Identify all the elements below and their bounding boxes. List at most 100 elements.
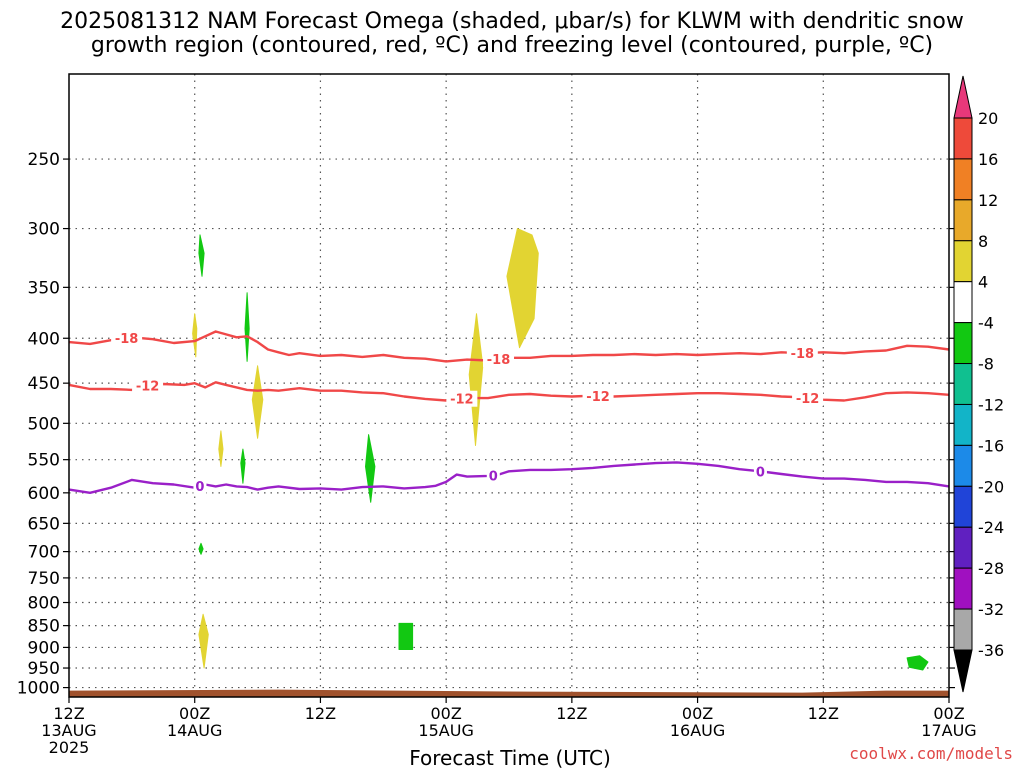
x-tick-label: 16AUG — [670, 721, 725, 740]
chart-title-line-2: growth region (contoured, red, ºC) and f… — [91, 33, 933, 58]
contour-label-bg — [582, 387, 614, 404]
omega-shade-region — [218, 430, 224, 467]
omega-shade-region — [506, 228, 539, 349]
colorbar-label: 8 — [978, 232, 988, 251]
colorbar-bottom-arrow — [953, 649, 973, 693]
x-tick-label: 00Z — [933, 704, 964, 723]
y-tick-label: 250 — [28, 150, 60, 170]
contour-label-bg — [786, 345, 818, 362]
omega-shade-region — [906, 655, 929, 671]
contour-label: 0 — [756, 465, 765, 480]
colorbar-swatch — [953, 444, 973, 487]
y-tick-label: 1000 — [17, 679, 60, 699]
terrain-surface — [69, 689, 949, 697]
x-tick-label: 2025 — [49, 738, 90, 757]
x-tick-label: 12Z — [808, 704, 839, 723]
contour-label-bg — [111, 330, 143, 347]
colorbar-label: -8 — [978, 355, 994, 374]
colorbar-swatch — [953, 403, 973, 446]
colorbar-swatch — [953, 485, 973, 528]
omega-shade-region — [468, 313, 484, 446]
x-tick-label: 12Z — [53, 704, 84, 723]
x-tick-label: 15AUG — [418, 721, 473, 740]
omega-shade-region — [192, 313, 198, 358]
colorbar-swatch — [953, 199, 973, 242]
colorbar-swatch — [953, 281, 973, 324]
colorbar-swatch — [953, 608, 973, 651]
contour-label-bg — [483, 351, 515, 368]
colorbar-label: -16 — [978, 436, 1004, 455]
x-tick-label: 17AUG — [921, 721, 976, 740]
contour-line-neg18 — [68, 330, 950, 363]
pressure-axis: 2503003504004505005506006507007508008509… — [17, 150, 955, 699]
omega-shade-region — [198, 234, 205, 277]
y-tick-label: 450 — [28, 374, 60, 394]
contour-label: -12 — [450, 393, 474, 408]
y-tick-label: 300 — [28, 220, 60, 240]
y-tick-label: 900 — [28, 638, 60, 658]
y-tick-label: 400 — [28, 329, 60, 349]
contour-label: -12 — [586, 390, 610, 405]
y-tick-label: 850 — [28, 617, 60, 637]
y-tick-label: 950 — [28, 659, 60, 679]
y-tick-label: 550 — [28, 451, 60, 471]
y-tick-label: 350 — [28, 278, 60, 298]
colorbar-label: 20 — [978, 109, 998, 128]
colorbar-label: 12 — [978, 191, 998, 210]
y-tick-label: 750 — [28, 569, 60, 589]
contour-line-neg12 — [68, 381, 950, 402]
contour-label-bg — [753, 463, 767, 480]
x-tick-label: 00Z — [430, 704, 461, 723]
colorbar-swatch — [953, 363, 973, 405]
x-axis-label: Forecast Time (UTC) — [409, 746, 611, 768]
plot-frame — [68, 73, 950, 698]
y-tick-label: 650 — [28, 514, 60, 534]
x-tick-label: 14AUG — [167, 721, 222, 740]
contour-label: 0 — [195, 480, 204, 495]
y-tick-label: 600 — [28, 484, 60, 504]
contour-label: -18 — [487, 353, 511, 368]
colorbar-top-arrow — [953, 75, 973, 119]
colorbar-swatch — [953, 117, 973, 160]
contour-label-bg — [792, 389, 824, 406]
x-tick-label: 00Z — [179, 704, 210, 723]
omega-shade-region — [244, 292, 250, 362]
omega-shade-region — [198, 613, 209, 669]
colorbar-label: 16 — [978, 150, 998, 169]
y-tick-label: 800 — [28, 594, 60, 614]
plot-area — [69, 74, 949, 697]
colorbar-label: -24 — [978, 518, 1004, 537]
y-tick-label: 700 — [28, 543, 60, 563]
x-tick-label: 00Z — [682, 704, 713, 723]
credit-link[interactable]: coolwx.com/models — [849, 744, 1013, 763]
colorbar-swatch — [953, 322, 973, 365]
contour-label: -12 — [796, 392, 820, 407]
x-tick-label: 12Z — [556, 704, 587, 723]
y-tick-label: 500 — [28, 414, 60, 434]
colorbar-label: -4 — [978, 314, 994, 333]
temperature-contours: -18 -18 -18 -12 -12 -12 -12 0 0 0 — [68, 330, 950, 495]
contour-label: -12 — [136, 380, 160, 395]
colorbar-label: -20 — [978, 477, 1004, 496]
x-tick-label: 13AUG — [41, 721, 96, 740]
plot-border — [68, 73, 950, 698]
colorbar-label: 4 — [978, 273, 988, 292]
contour-label-bg — [132, 377, 164, 394]
colorbar-label: -28 — [978, 559, 1004, 578]
colorbar-swatch — [953, 240, 973, 283]
x-tick-label: 12Z — [305, 704, 336, 723]
contour-label-bg — [446, 390, 478, 407]
contour-label: 0 — [489, 469, 498, 484]
terrain-fill — [69, 689, 949, 697]
colorbar-swatch — [953, 567, 973, 610]
omega-shade-region — [251, 365, 264, 439]
omega-shade-region — [398, 622, 414, 650]
omega-shade-region — [240, 448, 246, 484]
contour-line-0 — [68, 461, 950, 494]
omega-shade-region — [198, 542, 204, 555]
chart-title-line-1: 2025081312 NAM Forecast Omega (shaded, μ… — [60, 9, 964, 34]
plot-background — [69, 74, 949, 697]
omega-shading — [192, 228, 929, 671]
